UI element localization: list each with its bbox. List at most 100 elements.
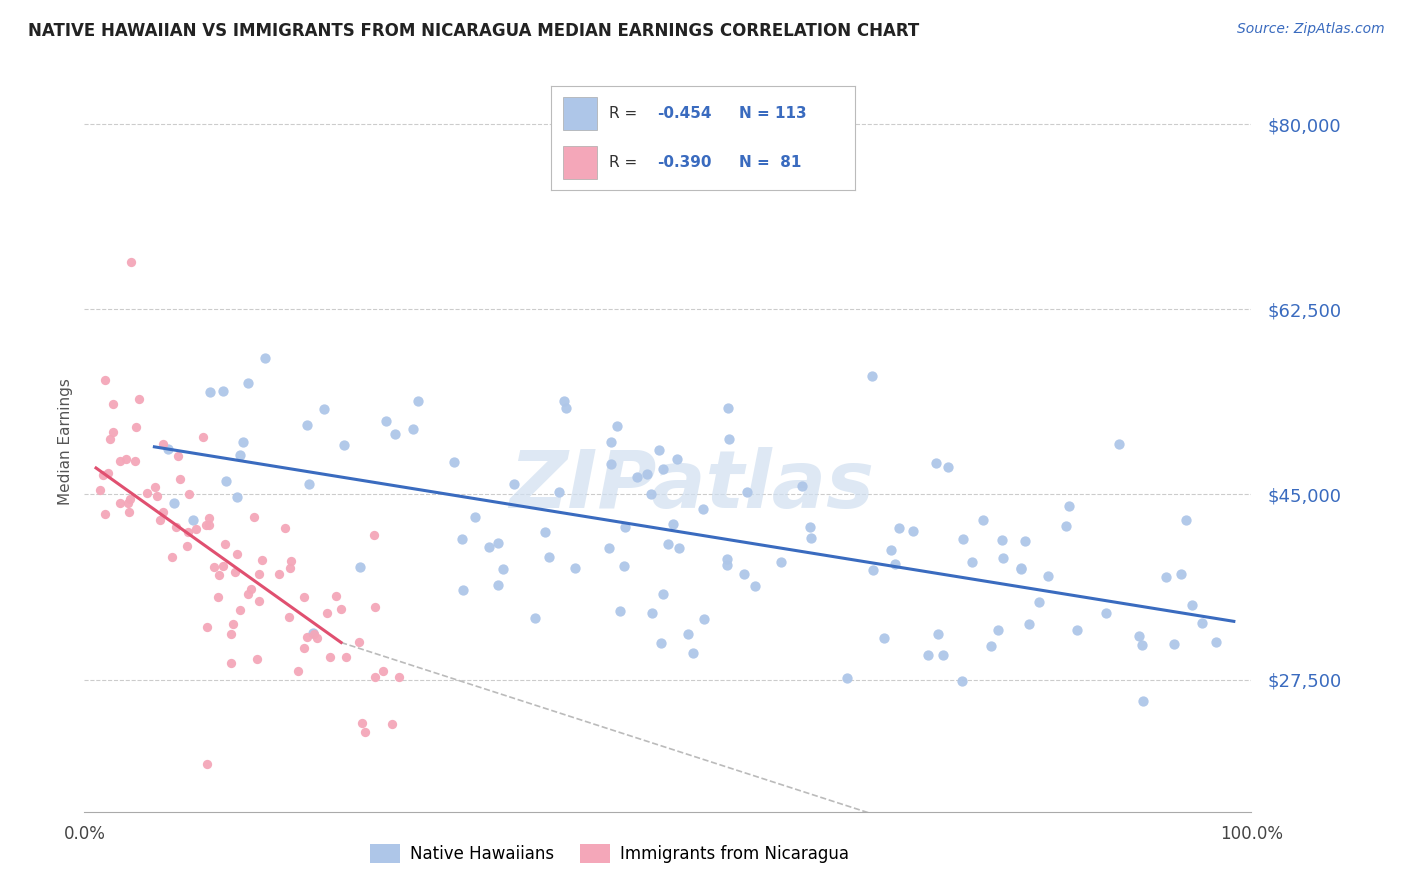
Point <box>1170 567 1192 582</box>
Point <box>936 460 959 475</box>
Point <box>554 401 576 416</box>
Point <box>1028 595 1050 609</box>
Point <box>927 626 949 640</box>
Point <box>305 631 328 645</box>
Point <box>232 435 254 450</box>
Point <box>229 448 252 462</box>
Point <box>641 607 664 621</box>
Point <box>652 461 675 475</box>
Point <box>1059 499 1081 513</box>
Point <box>987 624 1010 638</box>
Point <box>124 453 146 467</box>
Point <box>960 556 983 570</box>
Point <box>665 452 688 467</box>
Point <box>600 458 623 472</box>
Point <box>197 518 219 533</box>
Point <box>626 470 648 484</box>
Point <box>254 351 277 366</box>
Point <box>101 397 124 411</box>
Point <box>177 525 200 540</box>
Point <box>682 646 704 660</box>
Point <box>156 442 179 456</box>
Point <box>214 537 236 551</box>
Point <box>950 674 973 689</box>
Point <box>292 641 315 656</box>
Point <box>464 509 486 524</box>
Point <box>716 558 738 573</box>
Point <box>354 724 377 739</box>
Point <box>152 437 174 451</box>
Point <box>443 455 465 469</box>
Point <box>329 601 352 615</box>
Point <box>884 557 907 571</box>
Legend: Native Hawaiians, Immigrants from Nicaragua: Native Hawaiians, Immigrants from Nicara… <box>364 838 855 870</box>
Point <box>247 566 270 581</box>
Point <box>1132 693 1154 707</box>
Point <box>226 547 249 561</box>
Text: Source: ZipAtlas.com: Source: ZipAtlas.com <box>1237 22 1385 37</box>
Point <box>1175 513 1198 527</box>
Y-axis label: Median Earnings: Median Earnings <box>58 378 73 505</box>
Point <box>538 549 561 564</box>
Point <box>668 541 690 555</box>
Point <box>160 549 183 564</box>
Point <box>1181 599 1204 613</box>
Point <box>993 551 1015 566</box>
Point <box>165 520 187 534</box>
Point <box>204 560 226 574</box>
Point <box>652 587 675 601</box>
Point <box>347 634 370 648</box>
Point <box>295 630 318 644</box>
Point <box>534 525 557 540</box>
Point <box>108 453 131 467</box>
Text: ZIPatlas: ZIPatlas <box>509 447 873 525</box>
Point <box>184 522 207 536</box>
Point <box>408 394 430 409</box>
Point <box>381 716 404 731</box>
Point <box>925 456 948 470</box>
Point <box>278 610 301 624</box>
Point <box>319 650 342 665</box>
Point <box>388 670 411 684</box>
Point <box>693 612 716 626</box>
Point <box>212 558 235 573</box>
Point <box>236 376 259 390</box>
Point <box>1066 623 1088 637</box>
Point <box>523 611 546 625</box>
Point <box>274 521 297 535</box>
Point <box>118 491 141 506</box>
Point <box>733 567 755 582</box>
Point <box>363 527 385 541</box>
Point <box>302 626 325 640</box>
Point <box>195 757 218 772</box>
Point <box>1205 635 1227 649</box>
Point <box>278 561 301 575</box>
Point <box>600 435 623 450</box>
Point <box>769 555 792 569</box>
Point <box>269 566 291 581</box>
Point <box>195 620 218 634</box>
Point <box>208 568 231 582</box>
Point <box>1154 570 1177 584</box>
Point <box>371 664 394 678</box>
Text: NATIVE HAWAIIAN VS IMMIGRANTS FROM NICARAGUA MEDIAN EARNINGS CORRELATION CHART: NATIVE HAWAIIAN VS IMMIGRANTS FROM NICAR… <box>28 22 920 40</box>
Point <box>917 648 939 662</box>
Point <box>315 606 337 620</box>
Point <box>120 254 142 268</box>
Point <box>609 604 631 618</box>
Point <box>547 484 569 499</box>
Point <box>717 401 740 416</box>
Point <box>143 480 166 494</box>
Point <box>716 551 738 566</box>
Point <box>250 553 273 567</box>
Point <box>225 490 247 504</box>
Point <box>222 617 245 632</box>
Point <box>364 670 387 684</box>
Point <box>640 487 662 501</box>
Point <box>177 487 200 501</box>
Point <box>737 485 759 500</box>
Point <box>247 594 270 608</box>
Point <box>198 510 221 524</box>
Point <box>117 496 139 510</box>
Point <box>94 507 117 521</box>
